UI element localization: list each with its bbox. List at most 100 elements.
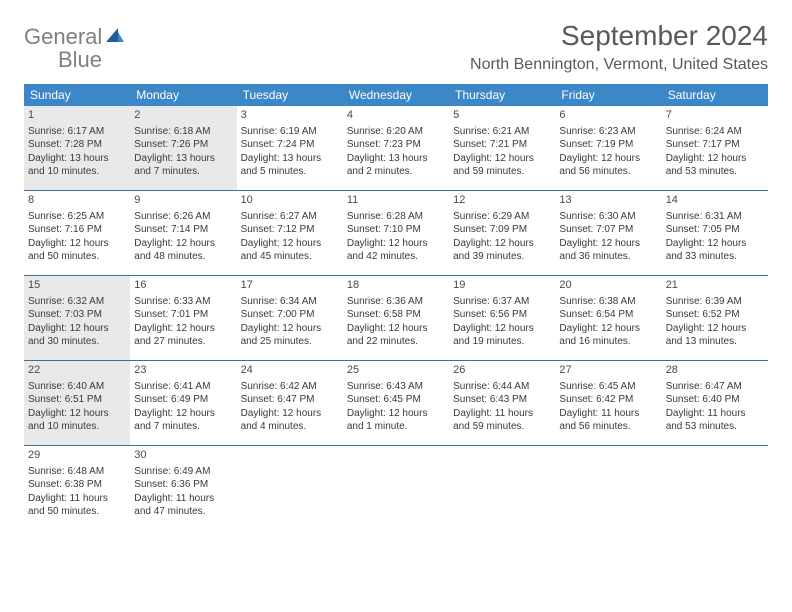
sunset-line: Sunset: 6:36 PM	[134, 478, 232, 492]
day-cell: 26Sunrise: 6:44 AMSunset: 6:43 PMDayligh…	[449, 361, 555, 445]
day-number: 21	[666, 278, 764, 293]
sunrise-line: Sunrise: 6:38 AM	[559, 295, 657, 309]
daylight-line: and 7 minutes.	[134, 165, 232, 179]
sunset-line: Sunset: 7:07 PM	[559, 223, 657, 237]
daylight-line: and 59 minutes.	[453, 420, 551, 434]
sunrise-line: Sunrise: 6:26 AM	[134, 210, 232, 224]
day-number: 8	[28, 193, 126, 208]
day-cell: 20Sunrise: 6:38 AMSunset: 6:54 PMDayligh…	[555, 276, 661, 360]
day-cell: 15Sunrise: 6:32 AMSunset: 7:03 PMDayligh…	[24, 276, 130, 360]
day-number: 13	[559, 193, 657, 208]
day-cell: 25Sunrise: 6:43 AMSunset: 6:45 PMDayligh…	[343, 361, 449, 445]
day-number: 20	[559, 278, 657, 293]
sunset-line: Sunset: 7:21 PM	[453, 138, 551, 152]
daylight-line: and 7 minutes.	[134, 420, 232, 434]
sunset-line: Sunset: 6:38 PM	[28, 478, 126, 492]
dow-cell: Thursday	[449, 84, 555, 106]
day-cell: 13 Sunrise: 6:30 AMSunset: 7:07 PMDayligh…	[555, 191, 661, 275]
daylight-line: and 5 minutes.	[241, 165, 339, 179]
sunrise-line: Sunrise: 6:21 AM	[453, 125, 551, 139]
dow-cell: Saturday	[662, 84, 768, 106]
day-cell: 4Sunrise: 6:20 AMSunset: 7:23 PMDaylight…	[343, 106, 449, 190]
day-number: 10	[241, 193, 339, 208]
sunrise-line: Sunrise: 6:28 AM	[347, 210, 445, 224]
day-cell	[449, 446, 555, 530]
logo-word-general: General	[24, 24, 102, 49]
sunrise-line: Sunrise: 6:20 AM	[347, 125, 445, 139]
daylight-line: and 47 minutes.	[134, 505, 232, 519]
daylight-line: Daylight: 12 hours	[134, 237, 232, 251]
day-cell: 17Sunrise: 6:34 AMSunset: 7:00 PMDayligh…	[237, 276, 343, 360]
day-cell: 3Sunrise: 6:19 AMSunset: 7:24 PMDaylight…	[237, 106, 343, 190]
daylight-line: Daylight: 13 hours	[28, 152, 126, 166]
sunrise-line: Sunrise: 6:36 AM	[347, 295, 445, 309]
day-number: 30	[134, 448, 232, 463]
sunset-line: Sunset: 6:52 PM	[666, 308, 764, 322]
sunset-line: Sunset: 7:05 PM	[666, 223, 764, 237]
day-number: 4	[347, 108, 445, 123]
daylight-line: Daylight: 12 hours	[453, 237, 551, 251]
sunset-line: Sunset: 7:12 PM	[241, 223, 339, 237]
daylight-line: Daylight: 12 hours	[559, 237, 657, 251]
sunrise-line: Sunrise: 6:32 AM	[28, 295, 126, 309]
dow-cell: Wednesday	[343, 84, 449, 106]
day-number: 15	[28, 278, 126, 293]
sunrise-line: Sunrise: 6:24 AM	[666, 125, 764, 139]
sunset-line: Sunset: 6:56 PM	[453, 308, 551, 322]
daylight-line: Daylight: 11 hours	[559, 407, 657, 421]
daylight-line: and 39 minutes.	[453, 250, 551, 264]
day-number: 17	[241, 278, 339, 293]
daylight-line: and 25 minutes.	[241, 335, 339, 349]
dow-cell: Sunday	[24, 84, 130, 106]
day-cell: 2Sunrise: 6:18 AMSunset: 7:26 PMDaylight…	[130, 106, 236, 190]
sunset-line: Sunset: 6:43 PM	[453, 393, 551, 407]
day-cell: 19Sunrise: 6:37 AMSunset: 6:56 PMDayligh…	[449, 276, 555, 360]
day-number: 3	[241, 108, 339, 123]
day-cell	[237, 446, 343, 530]
sunset-line: Sunset: 7:24 PM	[241, 138, 339, 152]
sunrise-line: Sunrise: 6:29 AM	[453, 210, 551, 224]
sunrise-line: Sunrise: 6:25 AM	[28, 210, 126, 224]
daylight-line: and 53 minutes.	[666, 165, 764, 179]
sunset-line: Sunset: 6:42 PM	[559, 393, 657, 407]
day-number: 12	[453, 193, 551, 208]
day-number: 9	[134, 193, 232, 208]
location-label: North Bennington, Vermont, United States	[470, 56, 768, 74]
week-row: 8Sunrise: 6:25 AMSunset: 7:16 PMDaylight…	[24, 191, 768, 276]
day-number: 22	[28, 363, 126, 378]
daylight-line: Daylight: 13 hours	[347, 152, 445, 166]
sunset-line: Sunset: 7:19 PM	[559, 138, 657, 152]
daylight-line: Daylight: 12 hours	[453, 152, 551, 166]
day-number: 16	[134, 278, 232, 293]
day-cell: 12Sunrise: 6:29 AMSunset: 7:09 PMDayligh…	[449, 191, 555, 275]
logo-word-blue: Blue	[24, 47, 102, 72]
daylight-line: and 59 minutes.	[453, 165, 551, 179]
sunrise-line: Sunrise: 6:34 AM	[241, 295, 339, 309]
sunrise-line: Sunrise: 6:18 AM	[134, 125, 232, 139]
sunrise-line: Sunrise: 6:31 AM	[666, 210, 764, 224]
daylight-line: Daylight: 12 hours	[241, 407, 339, 421]
day-number: 11	[347, 193, 445, 208]
day-cell: 5Sunrise: 6:21 AMSunset: 7:21 PMDaylight…	[449, 106, 555, 190]
daylight-line: Daylight: 12 hours	[559, 322, 657, 336]
day-number: 26	[453, 363, 551, 378]
logo-sail-icon	[104, 26, 126, 44]
sunrise-line: Sunrise: 6:42 AM	[241, 380, 339, 394]
daylight-line: Daylight: 13 hours	[134, 152, 232, 166]
day-cell	[343, 446, 449, 530]
day-cell: 7Sunrise: 6:24 AMSunset: 7:17 PMDaylight…	[662, 106, 768, 190]
daylight-line: Daylight: 13 hours	[241, 152, 339, 166]
sunrise-line: Sunrise: 6:23 AM	[559, 125, 657, 139]
day-number: 2	[134, 108, 232, 123]
day-cell: 21Sunrise: 6:39 AMSunset: 6:52 PMDayligh…	[662, 276, 768, 360]
daylight-line: and 53 minutes.	[666, 420, 764, 434]
day-cell: 8Sunrise: 6:25 AMSunset: 7:16 PMDaylight…	[24, 191, 130, 275]
sunrise-line: Sunrise: 6:30 AM	[559, 210, 657, 224]
daylight-line: and 22 minutes.	[347, 335, 445, 349]
sunrise-line: Sunrise: 6:48 AM	[28, 465, 126, 479]
daylight-line: and 2 minutes.	[347, 165, 445, 179]
week-row: 29Sunrise: 6:48 AMSunset: 6:38 PMDayligh…	[24, 446, 768, 530]
daylight-line: Daylight: 12 hours	[134, 407, 232, 421]
day-cell: 14Sunrise: 6:31 AMSunset: 7:05 PMDayligh…	[662, 191, 768, 275]
day-number: 7	[666, 108, 764, 123]
